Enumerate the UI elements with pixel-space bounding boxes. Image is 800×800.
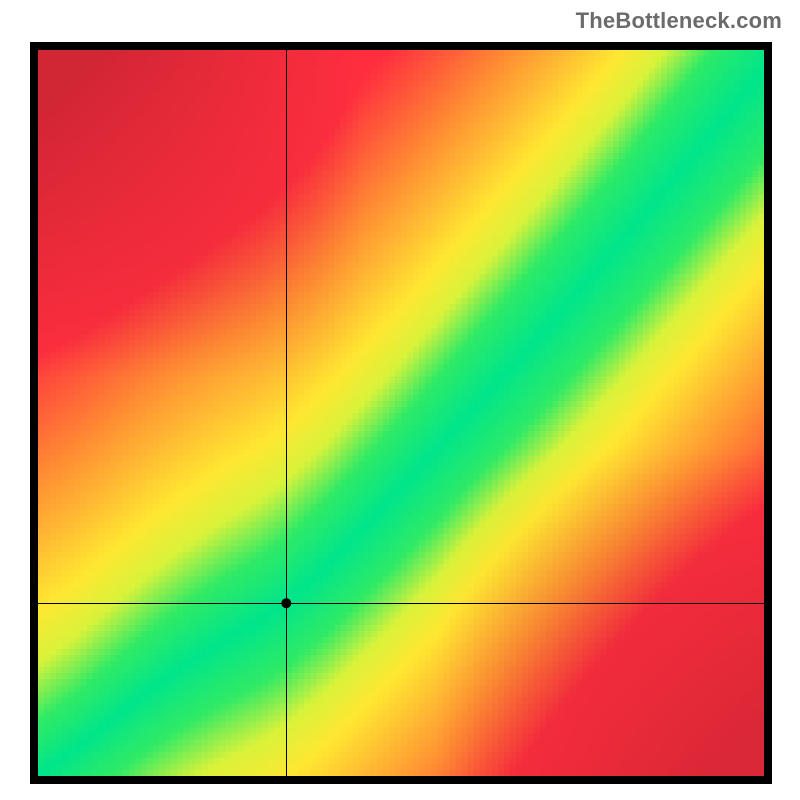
crosshair-marker [38, 50, 764, 776]
crosshair-marker-dot [281, 598, 291, 608]
watermark-text: TheBottleneck.com [576, 8, 782, 34]
heatmap-frame [30, 42, 772, 784]
